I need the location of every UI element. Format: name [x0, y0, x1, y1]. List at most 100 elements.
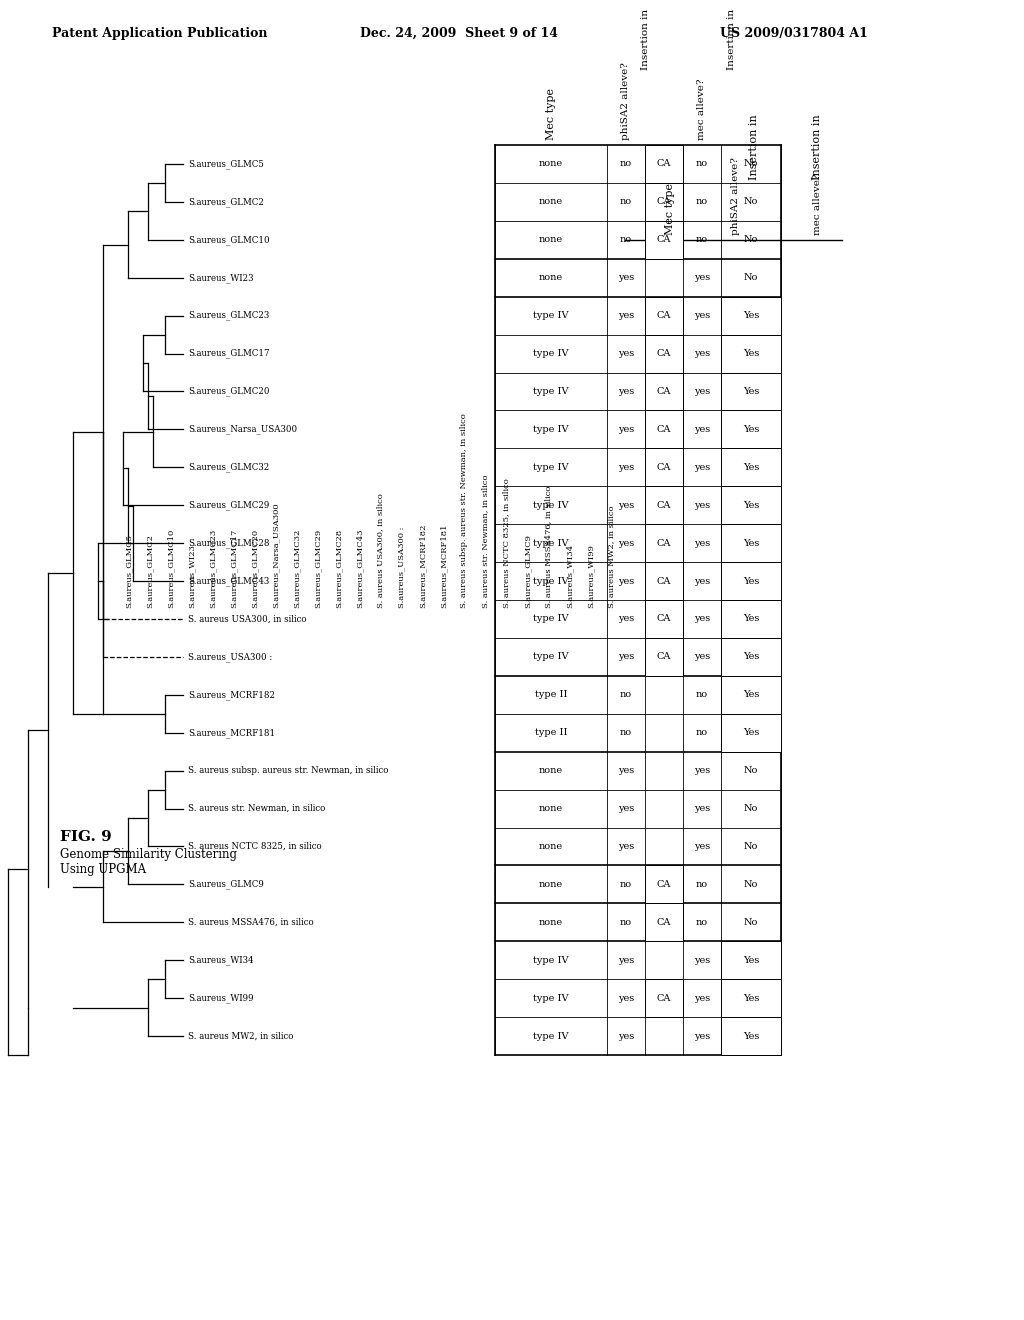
Text: yes: yes	[694, 387, 710, 396]
Text: CA: CA	[656, 539, 671, 548]
Text: type IV: type IV	[534, 652, 568, 661]
Text: yes: yes	[617, 348, 634, 358]
Text: yes: yes	[694, 842, 710, 851]
Text: no: no	[620, 198, 632, 206]
Text: S.aureus_GLMC28: S.aureus_GLMC28	[335, 529, 342, 609]
Text: CA: CA	[656, 160, 671, 169]
Text: No: No	[743, 804, 758, 813]
Text: S.aureus_GLMC10: S.aureus_GLMC10	[167, 529, 174, 609]
Text: yes: yes	[617, 652, 634, 661]
Bar	[721, 524, 781, 562]
Text: phiSA2 alleve?: phiSA2 alleve?	[731, 157, 740, 235]
Text: Yes: Yes	[742, 614, 759, 623]
Text: CA: CA	[656, 387, 671, 396]
Text: yes: yes	[617, 273, 634, 282]
Text: S.aureus_GLMC28: S.aureus_GLMC28	[188, 539, 269, 548]
Text: S.aureus_GLMC5: S.aureus_GLMC5	[188, 160, 264, 169]
Text: mec alleve?: mec alleve?	[697, 78, 707, 140]
Text: No: No	[743, 917, 758, 927]
Text: S.aureus_GLMC9: S.aureus_GLMC9	[523, 535, 531, 609]
Text: yes: yes	[617, 766, 634, 775]
Text: S.aureus_GLMC17: S.aureus_GLMC17	[229, 528, 238, 609]
Text: no: no	[620, 160, 632, 169]
Text: S. aureus subsp. aureus str. Newman, in silico: S. aureus subsp. aureus str. Newman, in …	[461, 413, 469, 609]
Text: Insertion in: Insertion in	[640, 9, 649, 70]
Text: none: none	[539, 766, 563, 775]
Text: S. aureus MW2, in silico: S. aureus MW2, in silico	[607, 506, 615, 609]
Text: Patent Application Publication: Patent Application Publication	[52, 26, 267, 40]
Bar	[645, 297, 683, 334]
Text: none: none	[539, 804, 563, 813]
Text: none: none	[539, 842, 563, 851]
Text: type II: type II	[535, 729, 567, 737]
Bar	[721, 601, 781, 638]
Bar	[645, 866, 683, 903]
Text: Yes: Yes	[742, 425, 759, 434]
Text: yes: yes	[694, 539, 710, 548]
Bar	[645, 524, 683, 562]
Text: yes: yes	[694, 348, 710, 358]
Text: S.aureus_GLMC23: S.aureus_GLMC23	[188, 310, 269, 321]
Text: FIG. 9: FIG. 9	[60, 830, 112, 843]
Text: Yes: Yes	[742, 1031, 759, 1040]
Text: CA: CA	[656, 312, 671, 321]
Text: S. aureus str. Newman, in silico: S. aureus str. Newman, in silico	[188, 804, 326, 813]
Text: no: no	[696, 729, 708, 737]
Text: yes: yes	[617, 425, 634, 434]
Bar	[721, 486, 781, 524]
Bar	[721, 1018, 781, 1055]
Bar	[645, 638, 683, 676]
Text: US 2009/0317804 A1: US 2009/0317804 A1	[720, 26, 868, 40]
Text: yes: yes	[617, 1031, 634, 1040]
Bar	[645, 903, 683, 941]
Text: Yes: Yes	[742, 348, 759, 358]
Text: Insertion in: Insertion in	[727, 9, 736, 70]
Text: type IV: type IV	[534, 312, 568, 321]
Text: type IV: type IV	[534, 425, 568, 434]
Text: No: No	[743, 160, 758, 169]
Text: S.aureus_MCRF182: S.aureus_MCRF182	[188, 690, 275, 700]
Text: S.aureus_GLMC43: S.aureus_GLMC43	[355, 528, 364, 609]
Text: S.aureus_GLMC29: S.aureus_GLMC29	[313, 529, 322, 609]
Text: yes: yes	[694, 804, 710, 813]
Text: yes: yes	[694, 766, 710, 775]
Text: yes: yes	[694, 652, 710, 661]
Text: yes: yes	[617, 312, 634, 321]
Text: none: none	[539, 880, 563, 888]
Text: type IV: type IV	[534, 956, 568, 965]
Text: S.aureus_WI23: S.aureus_WI23	[187, 544, 196, 609]
Bar	[645, 449, 683, 486]
Bar	[721, 449, 781, 486]
Text: Yes: Yes	[742, 539, 759, 548]
Text: type IV: type IV	[534, 614, 568, 623]
Text: S.aureus_WI23: S.aureus_WI23	[188, 273, 254, 282]
Text: yes: yes	[617, 804, 634, 813]
Bar	[645, 562, 683, 601]
Text: S.aureus_WI99: S.aureus_WI99	[188, 993, 254, 1003]
Bar	[645, 979, 683, 1018]
Text: yes: yes	[617, 539, 634, 548]
Text: S.aureus_MCRF181: S.aureus_MCRF181	[188, 727, 275, 738]
Text: No: No	[743, 880, 758, 888]
Text: S.aureus_USA300 :: S.aureus_USA300 :	[397, 527, 406, 609]
Text: yes: yes	[694, 577, 710, 586]
Text: Using UPGMA: Using UPGMA	[60, 863, 146, 876]
Bar	[721, 979, 781, 1018]
Bar	[721, 562, 781, 601]
Text: none: none	[539, 198, 563, 206]
Bar	[645, 183, 683, 220]
Text: yes: yes	[617, 614, 634, 623]
Text: Yes: Yes	[742, 577, 759, 586]
Text: CA: CA	[656, 880, 671, 888]
Text: type IV: type IV	[534, 463, 568, 471]
Bar	[721, 334, 781, 372]
Text: none: none	[539, 917, 563, 927]
Text: Insertion in: Insertion in	[812, 115, 822, 180]
Text: CA: CA	[656, 614, 671, 623]
Text: S.aureus_GLMC5: S.aureus_GLMC5	[125, 535, 132, 609]
Text: yes: yes	[694, 614, 710, 623]
Text: S.aureus_GLMC2: S.aureus_GLMC2	[188, 197, 264, 207]
Text: none: none	[539, 160, 563, 169]
Bar	[721, 941, 781, 979]
Bar	[721, 638, 781, 676]
